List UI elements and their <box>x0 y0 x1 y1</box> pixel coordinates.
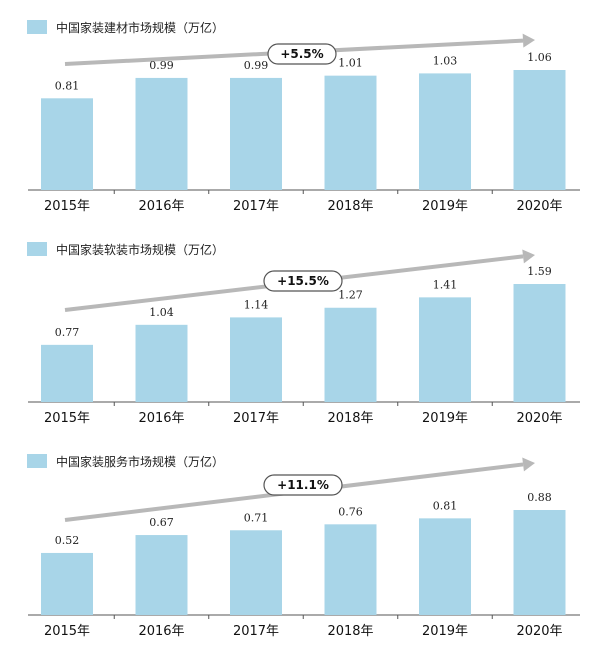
chart-panel-3: 中国家装服务市场规模（万亿） +11.1% 0.52 2015年 0.67 2016年 0.… <box>27 454 580 639</box>
bar-2020年 <box>513 70 566 190</box>
growth-rate-badge <box>267 43 337 65</box>
bar-2017年 <box>230 317 282 402</box>
bar-2015年 <box>41 344 93 402</box>
bar-2019年 <box>419 297 471 402</box>
x-tick-label: 2016年 <box>138 624 184 639</box>
growth-rate-label: +5.5% <box>280 47 323 61</box>
x-tick-label: 2019年 <box>422 411 468 426</box>
bar-value-label: 1.03 <box>433 54 458 67</box>
bar-2017年 <box>230 77 282 190</box>
bar-value-label: 1.59 <box>527 265 552 278</box>
bar-value-label: 1.06 <box>527 51 552 64</box>
bar-2016年 <box>135 324 188 402</box>
bar-value-label: 1.41 <box>433 278 458 291</box>
growth-rate-label: +15.5% <box>277 274 329 288</box>
bar-2015年 <box>41 98 93 190</box>
x-tick-label: 2015年 <box>44 411 90 426</box>
x-tick-label: 2015年 <box>44 199 90 214</box>
bar-2020年 <box>513 510 566 615</box>
growth-arrow-head <box>522 33 535 48</box>
bar-value-label: 1.14 <box>244 298 269 311</box>
x-tick-label: 2019年 <box>422 199 468 214</box>
x-tick-label: 2015年 <box>44 624 90 639</box>
bar-value-label: 0.77 <box>55 326 80 339</box>
bar-2018年 <box>324 75 377 190</box>
growth-rate-badge <box>263 270 343 292</box>
bar-2016年 <box>135 77 188 190</box>
bar-value-label: 1.04 <box>149 306 174 319</box>
legend-swatch <box>27 242 47 256</box>
x-tick-label: 2020年 <box>516 411 562 426</box>
bar-2019年 <box>419 73 471 190</box>
x-tick-label: 2017年 <box>233 199 279 214</box>
bar-value-label: 0.71 <box>244 511 269 524</box>
legend-swatch <box>27 20 47 34</box>
x-tick-label: 2017年 <box>233 411 279 426</box>
bar-value-label: 0.52 <box>55 534 80 547</box>
bar-value-label: 0.76 <box>338 505 363 518</box>
bar-value-label: 0.88 <box>527 491 552 504</box>
chart-panel-1: 中国家装建材市场规模（万亿） +5.5% 0.81 2015年 0.99 2016年 0.9… <box>27 20 580 214</box>
legend-label: 中国家装软装市场规模（万亿） <box>56 242 224 257</box>
x-tick-label: 2018年 <box>327 411 373 426</box>
x-tick-label: 2018年 <box>327 624 373 639</box>
growth-arrow-head <box>522 457 535 472</box>
bar-2015年 <box>41 552 93 615</box>
bar-2020年 <box>513 284 566 402</box>
bar-2019年 <box>419 518 471 615</box>
bar-2017年 <box>230 530 282 615</box>
bar-value-label: 1.27 <box>338 289 363 302</box>
legend-swatch <box>27 454 47 468</box>
legend-label: 中国家装服务市场规模（万亿） <box>56 454 224 469</box>
chart-panel-2: 中国家装软装市场规模（万亿） +15.5% 0.77 2015年 1.04 2016年 1.… <box>27 242 580 426</box>
x-tick-label: 2016年 <box>138 411 184 426</box>
bar-2018年 <box>324 524 377 615</box>
growth-rate-label: +11.1% <box>277 478 329 492</box>
bar-value-label: 0.99 <box>149 59 174 72</box>
bar-value-label: 0.81 <box>55 79 80 92</box>
bar-2016年 <box>135 535 188 615</box>
bar-2018年 <box>324 307 377 402</box>
bar-value-label: 0.67 <box>149 516 174 529</box>
x-tick-label: 2020年 <box>516 624 562 639</box>
growth-rate-badge <box>263 474 343 496</box>
bar-value-label: 1.01 <box>338 57 363 70</box>
bar-value-label: 0.81 <box>433 499 458 512</box>
x-tick-label: 2018年 <box>327 199 373 214</box>
legend-label: 中国家装建材市场规模（万亿） <box>56 20 224 35</box>
x-tick-label: 2019年 <box>422 624 468 639</box>
bar-value-label: 0.99 <box>244 59 269 72</box>
growth-arrow-head <box>522 249 535 264</box>
x-tick-label: 2016年 <box>138 199 184 214</box>
x-tick-label: 2020年 <box>516 199 562 214</box>
x-tick-label: 2017年 <box>233 624 279 639</box>
